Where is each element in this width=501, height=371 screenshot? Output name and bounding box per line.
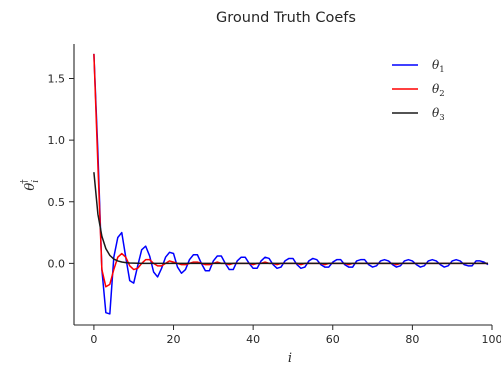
y-axis-label-sub: i [31, 180, 41, 183]
legend-item-theta-2: θ2 [392, 82, 445, 99]
legend-label-base: θ [432, 82, 440, 96]
x-tick-label: 20 [167, 333, 181, 346]
x-tick-label: 60 [326, 333, 340, 346]
legend-label-base: θ [432, 58, 440, 72]
y-tick-label: 1.5 [48, 73, 66, 86]
y-axis-label-base: θ [23, 183, 38, 191]
chart-title: Ground Truth Coefs [216, 10, 356, 26]
legend-label: θ3 [432, 106, 445, 123]
legend-label-sub: 3 [439, 113, 444, 123]
y-tick-label: 0.5 [48, 196, 66, 209]
legend-label: θ2 [432, 82, 445, 99]
x-axis-label: i [288, 351, 292, 366]
x-ticks: 0 20 40 60 80 100 [90, 325, 501, 346]
legend-label-base: θ [432, 106, 440, 120]
x-tick-label: 100 [482, 333, 501, 346]
series-line-theta-2 [93, 53, 489, 288]
legend-label: θ1 [432, 58, 445, 75]
legend-label-sub: 1 [439, 65, 444, 75]
series-line-theta-1 [93, 53, 489, 315]
y-ticks: 0.0 0.5 1.0 1.5 [48, 73, 74, 270]
y-axis-label: θi† [20, 179, 41, 191]
x-tick-label: 80 [405, 333, 419, 346]
series-line-theta-3 [93, 172, 489, 265]
plot-lines [93, 53, 489, 315]
x-tick-label: 0 [90, 333, 97, 346]
legend-item-theta-3: θ3 [392, 106, 445, 123]
y-tick-label: 0.0 [48, 257, 66, 270]
y-axis-label-sup: † [20, 179, 30, 184]
x-tick-label: 40 [246, 333, 260, 346]
legend-item-theta-1: θ1 [392, 58, 445, 75]
y-tick-label: 1.0 [48, 134, 66, 147]
legend-label-sub: 2 [439, 89, 444, 99]
